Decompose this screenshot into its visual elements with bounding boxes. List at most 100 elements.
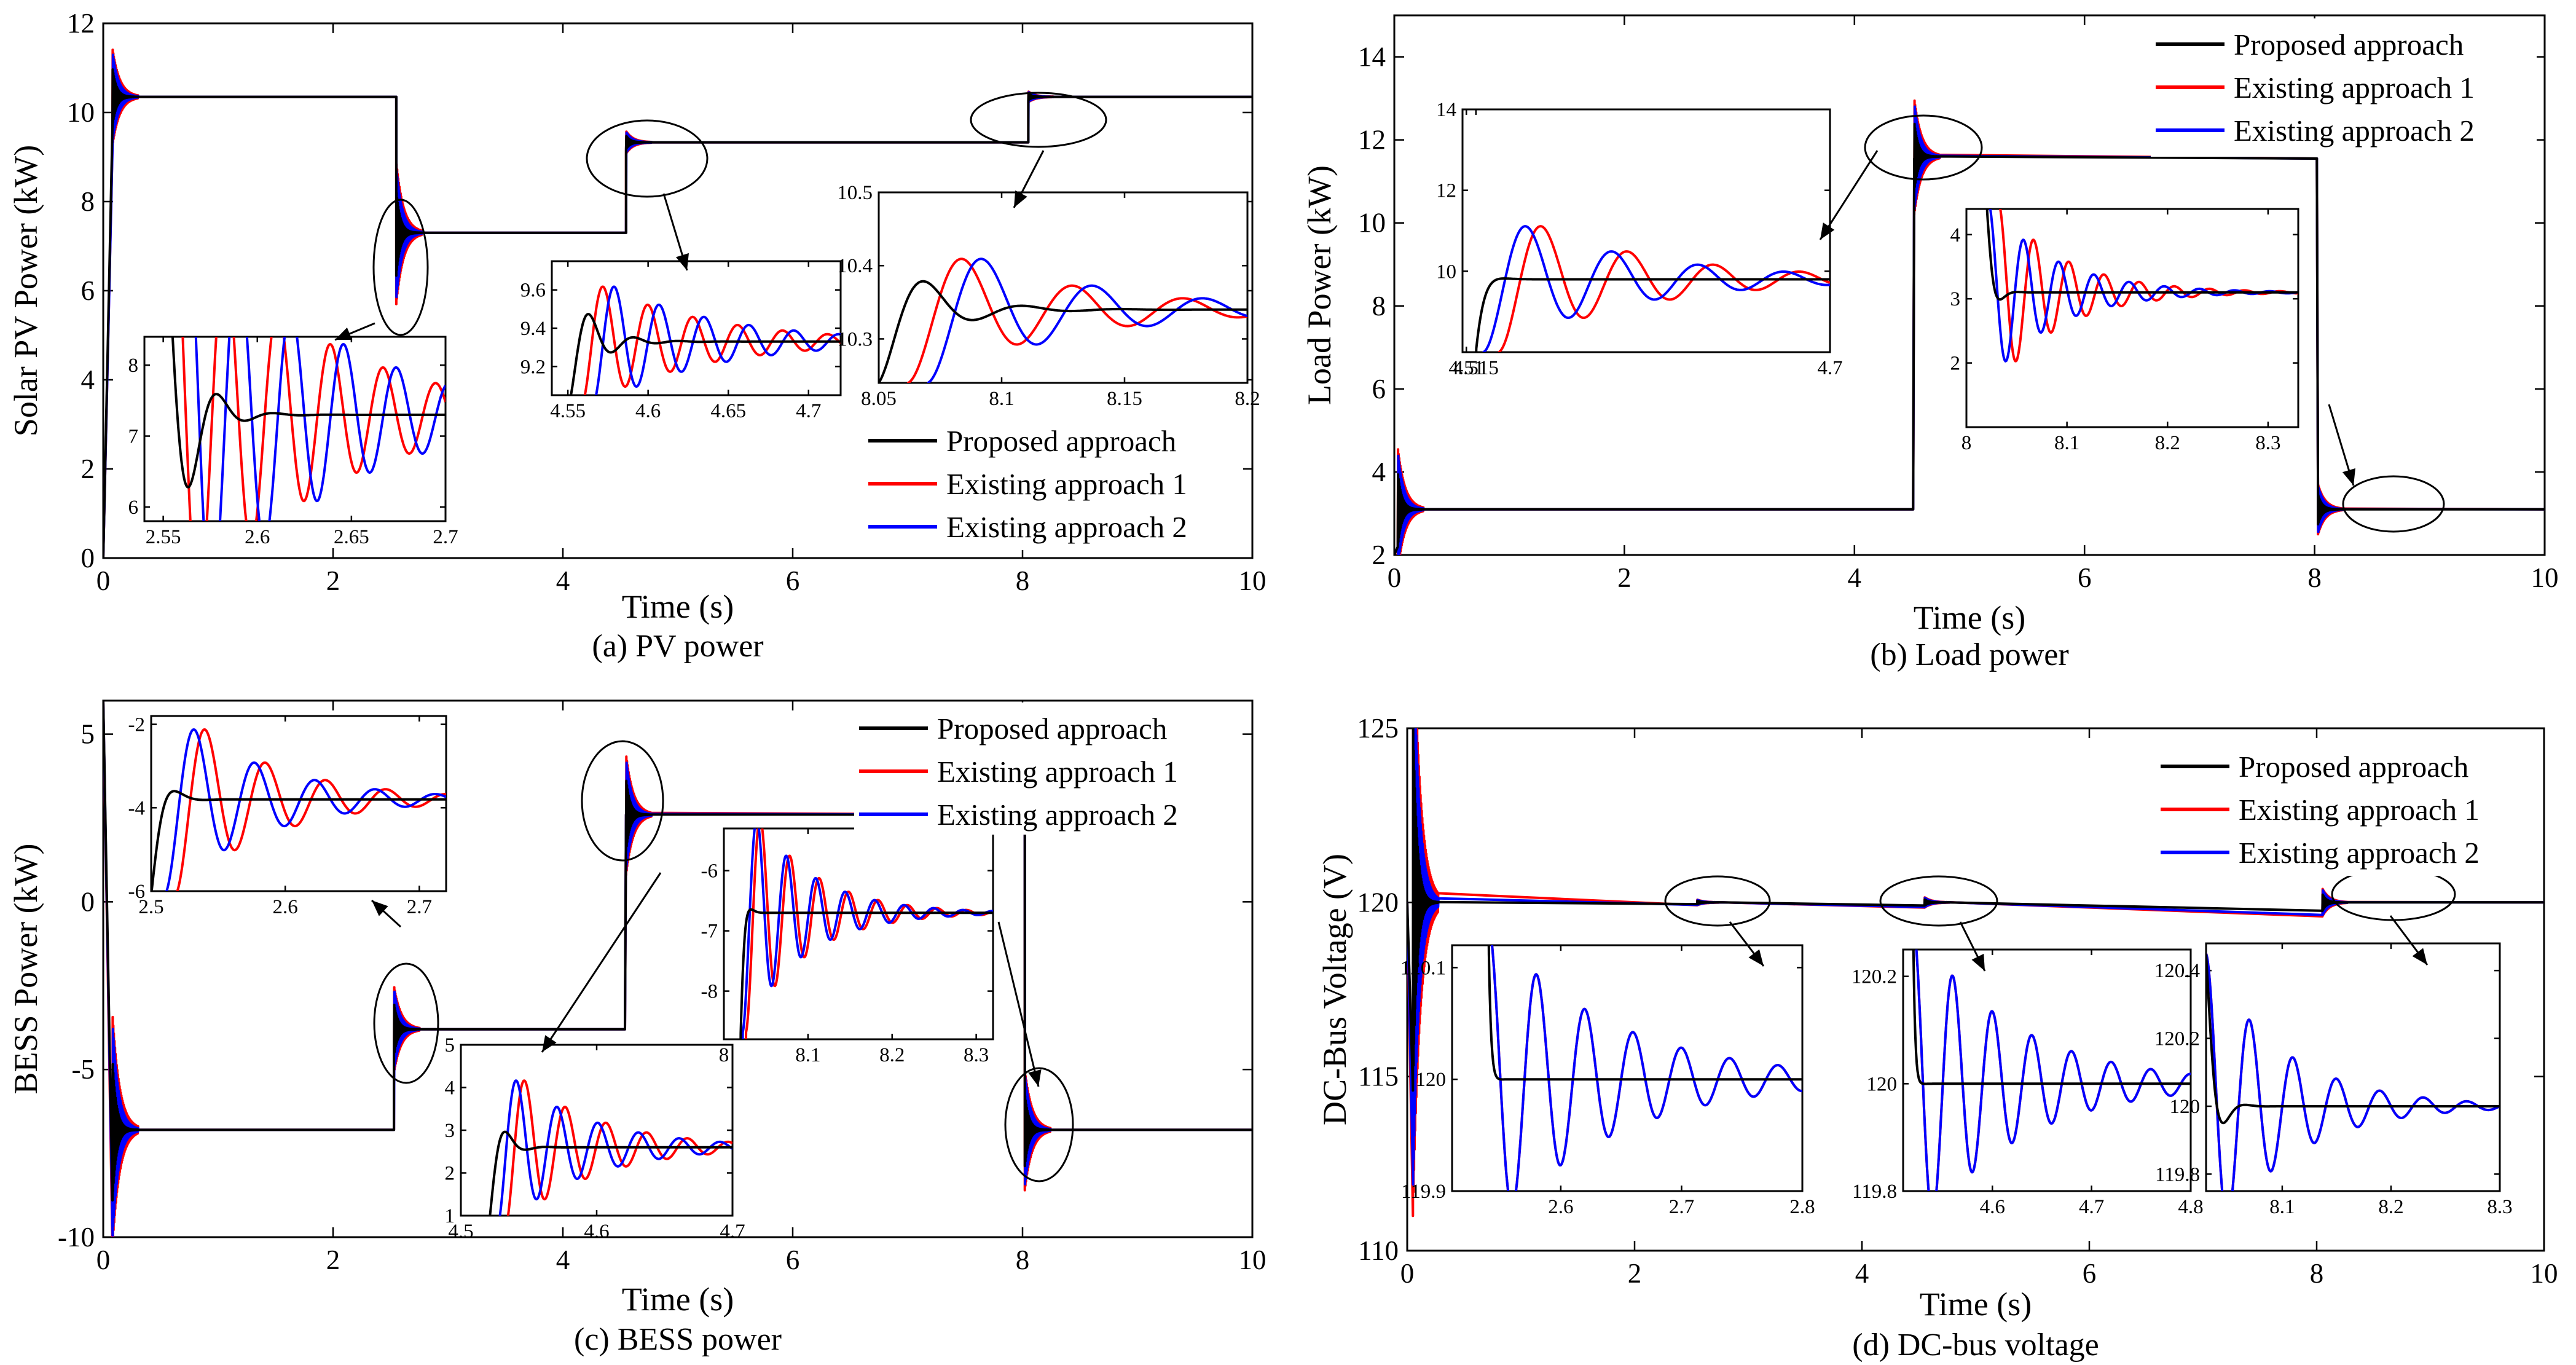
y-tick-label: 120: [1416, 1069, 1447, 1091]
inset-series-existing-2-line: [1482, 225, 1830, 352]
inset-frame: [2205, 942, 2501, 1192]
series-proposed-line: [1407, 728, 2544, 1092]
x-tick-label: 4: [1848, 562, 1862, 593]
y-tick-label: 4: [1950, 224, 1961, 246]
zoom-arrow-head: [542, 1035, 557, 1052]
legend-label-existing-2: Existing approach 2: [2234, 114, 2475, 148]
y-tick-label: 10.5: [837, 182, 873, 204]
panel-c: 0 2 4 6 8 10 -10 -5 0 5 Time (s) BESS Power (kW) (c)…: [7, 699, 1266, 1357]
x-tick-label: 8.2: [2155, 432, 2180, 454]
inset-series-existing-2-line: [498, 1079, 732, 1216]
inset-a-3: 8.05 8.1 8.15 8.2 10.3 10.4 10.5: [837, 182, 1260, 410]
x-tick-label: 2.6: [245, 526, 270, 548]
x-tick-label: 2.55: [146, 526, 181, 548]
x-tick-label: 8.3: [2255, 432, 2280, 454]
x-tick-label: 4: [1855, 1258, 1869, 1289]
x-tick-label: 4: [556, 565, 570, 596]
zoom-ellipse: [586, 119, 709, 198]
inset-series-existing-1-line: [583, 285, 841, 395]
zoom-arrow-head: [1748, 949, 1764, 966]
zoom-arrow-head: [1028, 1069, 1042, 1087]
x-tick-label: 2.7: [1669, 1196, 1694, 1218]
inset-series-proposed-line: [570, 313, 841, 395]
y-tick-label: 125: [1357, 713, 1399, 744]
y-tick-label: 12: [1436, 180, 1456, 202]
series-existing-1-line: [1394, 99, 2545, 555]
y-tick-label: 1: [445, 1205, 455, 1227]
x-tick-label: 4.51: [1448, 357, 1484, 379]
inset-frame: [1902, 948, 2192, 1192]
y-tick-label: 10: [67, 97, 95, 128]
x-tick-label: 8.15: [1107, 388, 1142, 410]
x-tick-label: 6: [2083, 1258, 2097, 1289]
zoom-arrow-head: [372, 900, 388, 916]
panel-a: 0 2 4 6 8 10 0 2 4 6 8 10 12 Time (s) Solar PV Power (…: [7, 8, 1266, 664]
inset-frame: [1451, 944, 1804, 1192]
inset-series-proposed-line: [739, 908, 993, 1039]
legend-label-proposed: Proposed approach: [2234, 28, 2464, 61]
y-tick-label: 8: [81, 186, 95, 217]
inset-series-proposed-line: [879, 280, 1247, 383]
y-tick-label: 8: [1372, 291, 1386, 321]
y-tick-label: -2: [128, 714, 146, 736]
zoom-arrow-line: [541, 872, 662, 1053]
zoom-ellipse: [1879, 875, 1998, 927]
y-tick-label: 5: [81, 719, 95, 750]
x-axis-label: Time (s): [622, 1281, 734, 1318]
y-tick-label: 4: [81, 364, 95, 395]
y-tick-label: 3: [1950, 288, 1961, 310]
zoom-arrow-head: [2342, 468, 2355, 486]
zoom-ellipse: [1664, 875, 1771, 927]
y-tick-label: 4: [445, 1077, 455, 1099]
legend-label-proposed: Proposed approach: [937, 712, 1167, 745]
x-tick-label: 8.1: [2269, 1196, 2295, 1218]
inset-series-existing-2-line: [165, 728, 446, 891]
y-tick-label: 2: [1372, 540, 1386, 570]
x-tick-label: 10: [2531, 562, 2559, 593]
inset-frame: [1461, 108, 1831, 353]
x-tick-label: 2: [1617, 562, 1632, 593]
x-tick-label: 2.7: [407, 896, 432, 918]
x-tick-label: 4.7: [2079, 1196, 2104, 1218]
y-axis-label: Load Power (kW): [1301, 165, 1338, 405]
x-tick-label: 8.2: [1235, 388, 1260, 410]
inset-series-existing-2-line: [1915, 950, 2191, 1191]
y-tick-label: 5: [445, 1034, 455, 1056]
zoom-ellipse: [372, 199, 429, 336]
x-tick-label: 4.6: [1980, 1196, 2005, 1218]
y-tick-label: 10: [1358, 208, 1386, 238]
y-tick-label: 9.6: [520, 280, 546, 302]
y-tick-label: 119.9: [1401, 1181, 1446, 1203]
x-tick-label: 2: [326, 1245, 340, 1275]
inset-c-1: 2.5 2.6 2.7 -6 -4 -2: [128, 714, 447, 918]
x-tick-label: 8.1: [989, 388, 1014, 410]
x-tick-label: 2.6: [1548, 1196, 1573, 1218]
x-tick-label: 2.7: [433, 526, 458, 548]
inset-c-2: 4.5 4.6 4.7 1 2 3 4 5: [445, 1034, 745, 1243]
x-tick-label: 4.7: [720, 1221, 745, 1243]
zoom-ellipse: [970, 92, 1107, 148]
legend-label-existing-2: Existing approach 2: [946, 510, 1187, 544]
x-tick-label: 4.6: [584, 1221, 609, 1243]
y-tick-label: 120.2: [2154, 1028, 2200, 1050]
y-axis-label: Solar PV Power (kW): [7, 145, 44, 436]
x-tick-label: 0: [96, 1245, 111, 1275]
y-tick-label: 110: [1358, 1235, 1399, 1266]
x-tick-label: 4: [556, 1245, 570, 1275]
legend-label-existing-1: Existing approach 1: [2239, 793, 2480, 827]
y-tick-label: 119.8: [2155, 1163, 2200, 1186]
x-tick-label: 6: [786, 1245, 800, 1275]
x-tick-label: 2.65: [334, 526, 369, 548]
y-tick-label: -10: [58, 1222, 95, 1253]
y-axis-label: BESS Power (kW): [7, 844, 44, 1095]
y-tick-label: 9.2: [520, 356, 546, 378]
x-tick-label: 8: [2310, 1258, 2324, 1289]
y-tick-label: -4: [128, 797, 146, 819]
y-tick-label: 10: [1436, 261, 1456, 283]
x-tick-label: 4.55: [550, 400, 586, 422]
zoom-arrow-head: [2412, 948, 2427, 965]
x-tick-label: 8.3: [964, 1044, 989, 1066]
y-tick-label: 120.2: [1852, 966, 1897, 988]
x-tick-label: 8.3: [2487, 1196, 2512, 1218]
